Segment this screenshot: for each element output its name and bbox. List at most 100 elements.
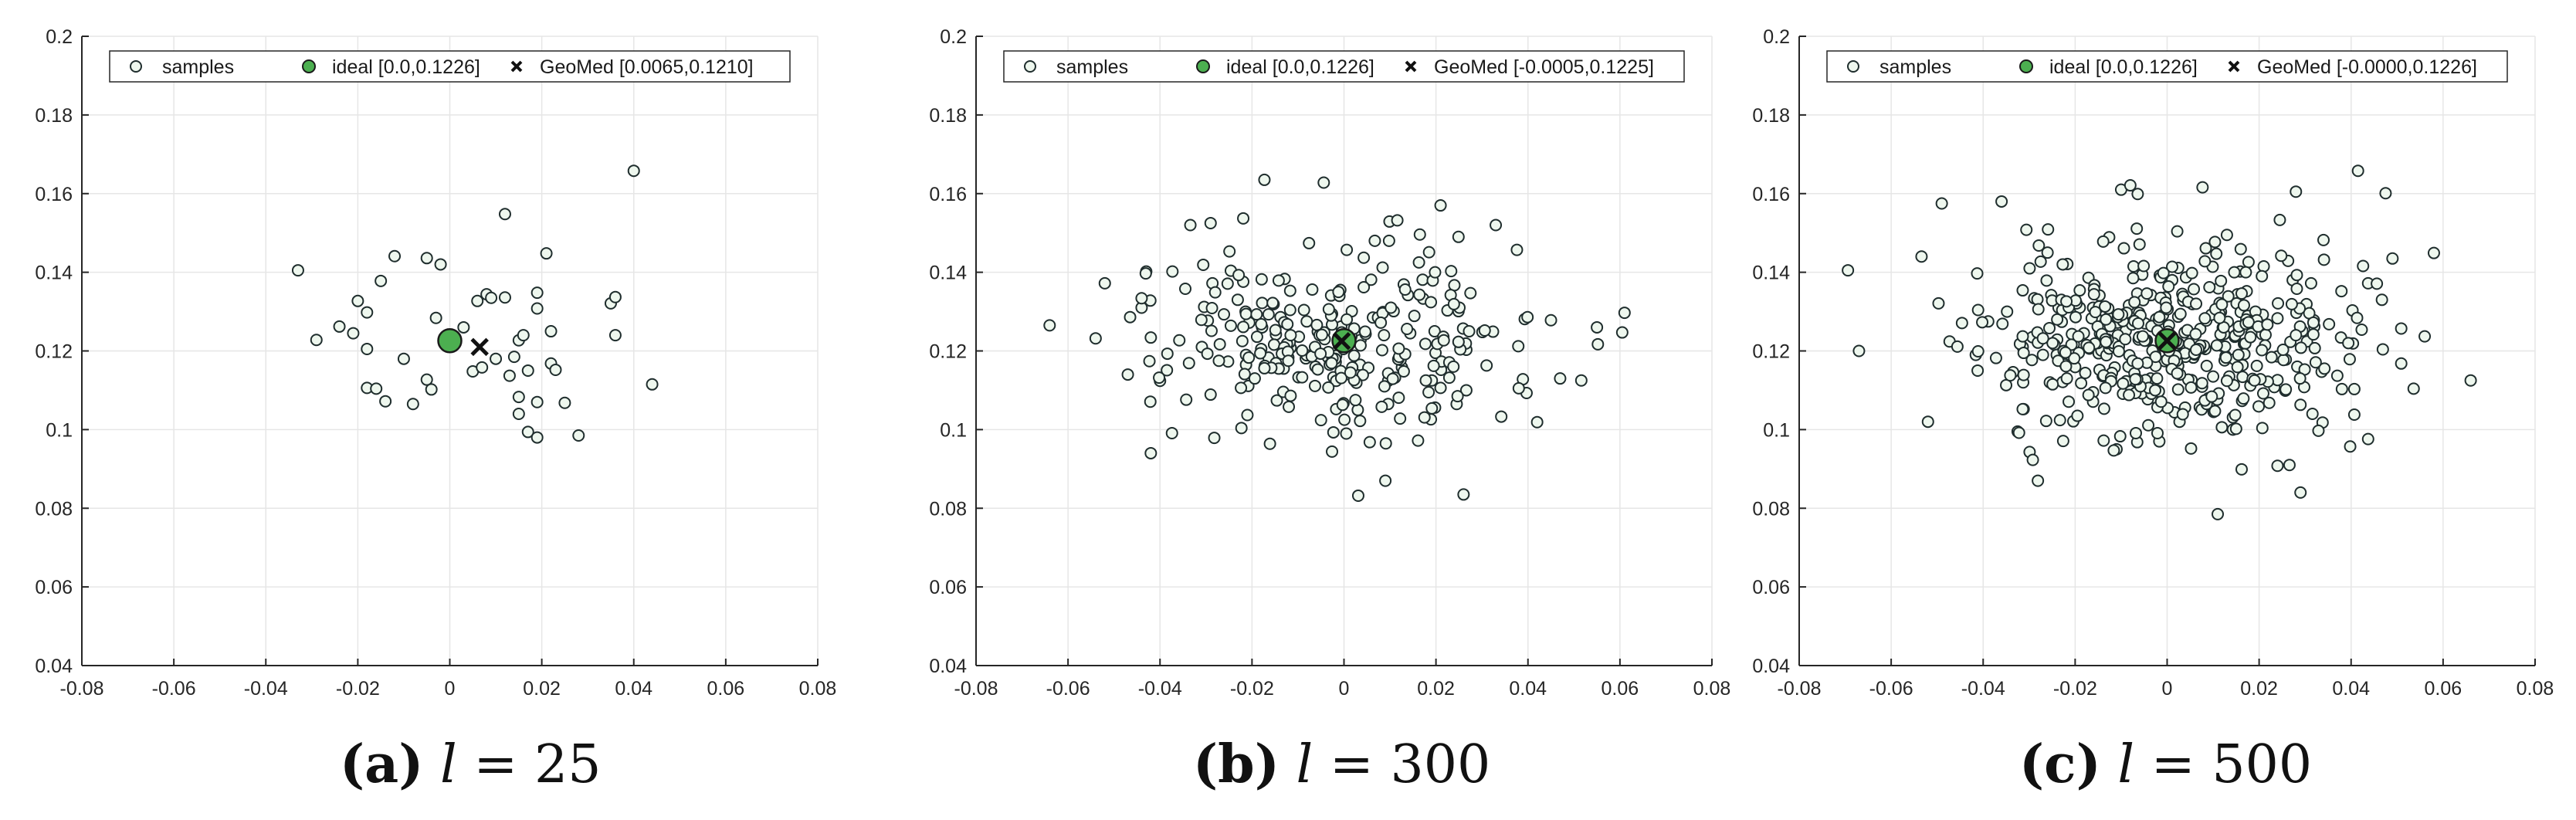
sample-point — [1266, 296, 1280, 310]
sample-point — [2129, 373, 2142, 386]
sample-point — [2198, 312, 2212, 325]
sample-point — [1422, 385, 1435, 398]
x-tick-label: -0.02 — [1230, 678, 1274, 700]
sample-point — [2464, 374, 2477, 387]
sample-point — [351, 294, 364, 307]
sample-point — [512, 391, 525, 404]
sample-point — [2073, 284, 2086, 297]
sample-point — [2129, 426, 2142, 439]
sample-point — [2242, 256, 2255, 269]
sample-point — [2220, 374, 2233, 388]
sample-point — [1213, 337, 1226, 351]
sample-point — [1239, 307, 1252, 320]
sample-point — [1256, 296, 1269, 310]
sample-point — [1296, 371, 1309, 384]
sample-point — [1284, 389, 1297, 402]
samples-series — [1842, 164, 2477, 520]
sample-point — [2271, 312, 2284, 325]
sample-point — [2020, 223, 2033, 236]
sample-point — [2190, 343, 2203, 356]
sample-point — [2190, 297, 2203, 310]
sample-point — [490, 352, 503, 365]
sample-point — [420, 373, 433, 386]
sample-point — [2294, 341, 2307, 354]
sample-point — [2343, 353, 2356, 366]
sample-point — [1971, 303, 1985, 317]
legend-geomed-label: GeoMed [-0.0005,0.1225] — [1434, 56, 1654, 78]
sample-point — [1422, 246, 1435, 259]
legend-samples-label: samples — [1879, 56, 1951, 78]
sample-point — [2272, 296, 2285, 310]
sample-point — [420, 252, 433, 265]
x-tick-label: 0.04 — [2332, 678, 2370, 700]
sample-point — [2355, 323, 2368, 336]
sample-point — [2210, 247, 2223, 260]
sample-point — [530, 302, 544, 315]
sample-point — [1311, 363, 1324, 376]
sample-point — [2131, 357, 2144, 370]
sample-point — [2142, 418, 2155, 432]
sample-point — [2154, 395, 2168, 408]
sample-point — [2229, 408, 2242, 422]
sample-point — [1427, 359, 1440, 372]
sample-point — [2418, 330, 2432, 343]
sample-point — [512, 408, 525, 420]
sample-point — [1341, 243, 1354, 256]
sample-point — [2140, 287, 2154, 300]
sample-point — [1322, 303, 1335, 316]
sample-point — [498, 208, 511, 221]
sample-point — [2375, 293, 2388, 307]
sample-point — [2199, 242, 2212, 255]
sample-point — [2307, 328, 2320, 341]
sample-point — [1325, 357, 1338, 370]
y-tick-label: 0.18 — [929, 105, 967, 127]
sample-point — [406, 398, 419, 411]
sample-point — [2213, 311, 2226, 324]
x-tick-label: 0.02 — [523, 678, 561, 700]
sample-point — [1254, 347, 1267, 360]
x-tick-label: 0.06 — [1602, 678, 1639, 700]
sample-point — [1144, 446, 1158, 459]
sample-point — [1344, 366, 1357, 379]
sample-point — [1139, 267, 1152, 280]
sample-point — [1173, 334, 1186, 347]
sample-point — [2151, 426, 2164, 439]
sample-point — [2307, 316, 2320, 329]
sample-point — [1512, 381, 1525, 395]
sample-point — [2222, 290, 2235, 303]
sample-point — [2196, 181, 2209, 194]
sample-point — [2083, 341, 2096, 354]
caption-b-variable: l — [1296, 734, 1313, 795]
sample-point — [2128, 296, 2141, 309]
legend: samples ideal [0.0,0.1226] GeoMed [-0.0000… — [1826, 50, 2508, 83]
sample-point — [2231, 361, 2244, 374]
sample-point — [1258, 173, 1271, 186]
sample-point — [2371, 277, 2384, 290]
geomed-marker — [470, 337, 489, 357]
sample-point — [1495, 410, 1508, 423]
sample-point — [2361, 432, 2374, 446]
sample-point — [2025, 354, 2039, 367]
caption-b: (b) l = 300 — [1193, 734, 1490, 795]
sample-point — [1554, 372, 1567, 385]
y-tick-label: 0.08 — [929, 498, 967, 520]
sample-point — [1338, 413, 1351, 426]
sample-point — [1238, 368, 1251, 381]
caption-a-value: = 25 — [473, 734, 602, 795]
sample-point — [1326, 445, 1339, 458]
sample-point — [2032, 239, 2046, 252]
sample-point — [2127, 259, 2140, 273]
sample-point — [291, 264, 304, 277]
sample-point — [1932, 296, 1945, 310]
legend-box — [1826, 50, 2508, 83]
x-tick-label: 0.08 — [1693, 678, 1731, 700]
sample-point — [2203, 280, 2216, 293]
sample-point — [2153, 310, 2166, 324]
sample-point — [1205, 301, 1219, 314]
sample-point — [1143, 354, 1156, 368]
sample-point — [2342, 337, 2355, 350]
sample-point — [2277, 354, 2290, 367]
geomed-stroke — [1332, 331, 1351, 351]
sample-point — [2256, 387, 2269, 400]
sample-point — [2185, 381, 2198, 394]
